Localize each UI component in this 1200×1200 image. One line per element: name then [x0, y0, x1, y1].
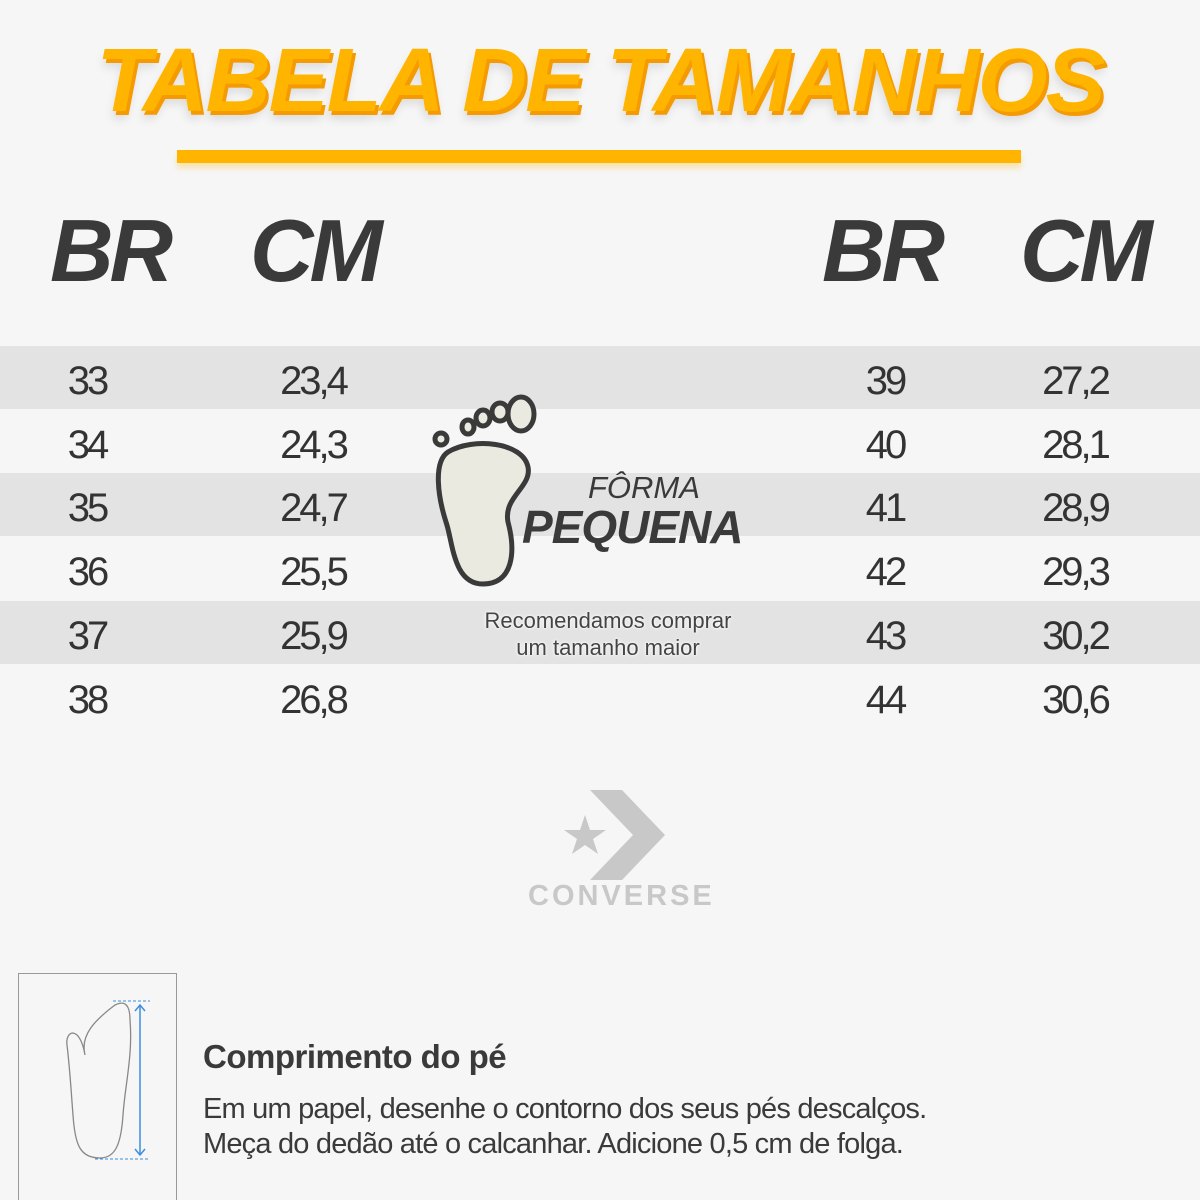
- instructions-heading: Comprimento do pé: [203, 1038, 507, 1075]
- row-stripe: [0, 601, 1200, 664]
- page-title: TABELA DE TAMANHOS: [96, 31, 1105, 131]
- recommendation-line-2: um tamanho maior: [516, 635, 700, 660]
- left-cm-cell: 25,9: [280, 613, 349, 658]
- left-br-cell: 37: [67, 613, 110, 658]
- right-cm-cell: 30,2: [1042, 613, 1111, 658]
- right-cm-cell: 29,3: [1042, 550, 1111, 595]
- left-cm-cell: 23,4: [280, 359, 349, 403]
- fit-label-top: FÔRMA: [588, 470, 700, 505]
- paper-illustration: [18, 973, 177, 1200]
- right-cm-cell: 28,9: [1042, 486, 1111, 531]
- left-br-cell: 36: [67, 550, 110, 595]
- right-cm-cell: 27,2: [1042, 359, 1111, 403]
- right-br-cell: 43: [865, 613, 908, 658]
- left-cm-cell: 25,5: [280, 550, 349, 595]
- converse-star-chevron-logo: [560, 790, 670, 885]
- header-right-br: BR: [822, 201, 945, 300]
- row-stripe: [0, 346, 1200, 409]
- right-br-cell: 40: [865, 422, 908, 467]
- left-br-cell: 38: [67, 677, 110, 722]
- right-br-cell: 44: [865, 677, 908, 722]
- right-cm-cell: 28,1: [1042, 422, 1111, 467]
- left-br-cell: 33: [67, 359, 110, 403]
- header-left-cm: CM: [250, 201, 383, 300]
- left-cm-cell: 24,3: [280, 422, 349, 467]
- instructions-line-2: Meça do dedão até o calcanhar. Adicione …: [203, 1128, 904, 1160]
- left-cm-cell: 24,7: [280, 486, 349, 531]
- foot-measure-icon: [55, 995, 155, 1170]
- brand-name: CONVERSE: [528, 880, 715, 912]
- right-br-cell: 42: [865, 550, 908, 595]
- row-stripe: [0, 473, 1200, 536]
- left-br-cell: 35: [67, 486, 110, 531]
- header-right-cm: CM: [1020, 201, 1153, 300]
- left-br-cell: 34: [67, 422, 110, 467]
- left-cm-cell: 26,8: [280, 677, 349, 722]
- right-br-cell: 41: [865, 486, 908, 531]
- fit-label-main: PEQUENA: [522, 501, 743, 553]
- header-left-br: BR: [50, 201, 173, 300]
- right-br-cell: 39: [865, 359, 908, 403]
- instructions-line-1: Em um papel, desenhe o contorno dos seus…: [203, 1093, 927, 1125]
- foot-icon: [428, 392, 540, 588]
- right-cm-cell: 30,6: [1042, 677, 1111, 722]
- recommendation-line-1: Recomendamos comprar: [484, 608, 732, 633]
- title-underline: [177, 150, 1021, 163]
